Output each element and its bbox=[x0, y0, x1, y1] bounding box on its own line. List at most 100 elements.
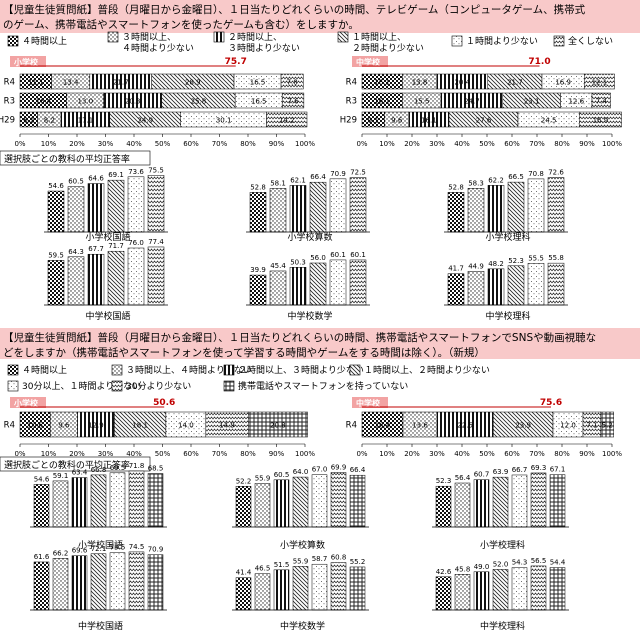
hbar-segment-label: 14.2 bbox=[279, 117, 295, 125]
x-tick-label: 70% bbox=[529, 140, 545, 148]
vbar-value: 72.5 bbox=[350, 169, 366, 177]
legend-swatch-6 bbox=[111, 380, 123, 392]
vbar-value: 71.8 bbox=[129, 462, 145, 470]
vbar-value: 60.5 bbox=[274, 471, 290, 479]
vbar-value: 68.5 bbox=[148, 465, 164, 473]
vbar-value: 70.9 bbox=[330, 170, 346, 178]
x-tick-label: 20% bbox=[404, 140, 420, 148]
hbar-segment-label: 6.2 bbox=[23, 117, 34, 125]
x-tick-label: 20% bbox=[69, 450, 85, 458]
vbar bbox=[249, 192, 267, 233]
hbar-segment-label: 9.6 bbox=[58, 422, 70, 430]
vbar bbox=[309, 262, 327, 306]
marker-value: 50.6 bbox=[153, 398, 175, 408]
hbar-segment-label: 18.1 bbox=[132, 422, 148, 430]
vbar bbox=[530, 565, 547, 611]
vchart-3: 52.8 58.3 62.2 66.5 70.8 72.6 小学校理科 bbox=[444, 169, 568, 243]
legend-swatch-6 bbox=[553, 35, 565, 47]
vbar-value: 64.6 bbox=[88, 175, 104, 183]
vbar-value: 60.7 bbox=[474, 471, 490, 479]
x-tick-label: 40% bbox=[454, 450, 470, 458]
vbar bbox=[289, 185, 307, 233]
hbar-panel-elementary: 小学校 75.7 R4 11.1 13.4 21.7 28.9 16.5 7.8 R3 16.4 13… bbox=[0, 56, 315, 148]
vbar-value: 66.5 bbox=[508, 173, 524, 181]
vchart-title: 中学校数学 bbox=[287, 310, 332, 322]
row-label: R4 bbox=[4, 78, 15, 88]
hbar-segment bbox=[402, 411, 438, 438]
vbar bbox=[330, 562, 347, 611]
level-tag-bg bbox=[10, 56, 46, 67]
vbar-value: 66.4 bbox=[350, 466, 366, 474]
vbar-value: 59.5 bbox=[48, 251, 64, 259]
hbar-segment-label: 23.9 bbox=[515, 422, 531, 430]
vbar bbox=[311, 563, 328, 611]
hbar-segment-label: 21.7 bbox=[507, 79, 523, 87]
vbar bbox=[107, 179, 125, 233]
vbar-value: 58.7 bbox=[312, 555, 328, 563]
hbar-segment-label: 23.1 bbox=[524, 98, 540, 106]
vbar-value: 73.5 bbox=[110, 544, 126, 552]
vbar-value: 42.6 bbox=[436, 568, 452, 576]
hbar-segment-label: 21.7 bbox=[113, 79, 129, 87]
vchart-2: 52.8 58.1 62.1 66.4 70.9 72.5 小学校算数 bbox=[246, 169, 370, 243]
hbar-segment-label: 24.9 bbox=[137, 117, 153, 125]
vbar bbox=[487, 268, 505, 306]
marker-value: 75.7 bbox=[225, 57, 247, 67]
x-tick-label: 80% bbox=[240, 140, 256, 148]
vbar bbox=[549, 567, 566, 611]
level-tag: 小学校 bbox=[13, 398, 39, 408]
vchart-title: 小学校理科 bbox=[485, 231, 530, 243]
x-tick-label: 60% bbox=[504, 450, 520, 458]
hbar-segment-label: 9.6 bbox=[391, 117, 403, 125]
legend-label-3: ２時間以上、３時間より少ない bbox=[228, 32, 300, 54]
x-tick-label: 60% bbox=[183, 140, 199, 148]
vbar bbox=[454, 482, 471, 528]
section-1: 【児童生徒質問紙】普段（月曜日から金曜日）、１日当たりどれくらいの時間、テレビゲ… bbox=[0, 0, 640, 322]
hbar-segment-label: 5.2 bbox=[602, 422, 613, 430]
legend-swatch-5 bbox=[451, 35, 463, 47]
vbar-value: 41.4 bbox=[236, 569, 252, 577]
hbar-segment-label: 10.6 bbox=[27, 422, 43, 430]
vchart-title: 中学校国語 bbox=[85, 310, 130, 322]
hbar-segment-label: 13.0 bbox=[77, 98, 93, 106]
vchart-title: 中学校数学 bbox=[280, 620, 325, 632]
vbar-value: 52.8 bbox=[448, 183, 464, 191]
vbar-value: 55.8 bbox=[548, 254, 564, 262]
x-tick-label: 80% bbox=[554, 450, 570, 458]
vchart-title: 中学校理科 bbox=[480, 620, 525, 632]
vbar-value: 52.8 bbox=[250, 183, 266, 191]
hbar-segment bbox=[114, 411, 167, 438]
vbar bbox=[87, 253, 105, 306]
x-tick-label: 100% bbox=[602, 450, 622, 458]
header-title: 【児童生徒質問紙】普段（月曜日から金曜日）、１日当たりどれくらいの時間、携帯電話… bbox=[3, 331, 596, 344]
vbar-value: 41.7 bbox=[448, 265, 464, 273]
hbar-segment-label: 16.4 bbox=[36, 98, 52, 106]
vchart-title: 中学校国語 bbox=[78, 620, 123, 632]
x-tick-label: 40% bbox=[126, 450, 142, 458]
vbar-value: 69.9 bbox=[331, 463, 347, 471]
vbar bbox=[492, 476, 509, 528]
x-tick-label: 90% bbox=[269, 140, 285, 148]
x-tick-label: 80% bbox=[554, 140, 570, 148]
x-tick-label: 70% bbox=[529, 450, 545, 458]
vbar bbox=[269, 270, 287, 306]
vchart-5: 41.4 46.5 51.5 55.9 58.7 60.855.2 中学校数学 bbox=[232, 554, 369, 632]
legend-label-6: 全くしない bbox=[568, 35, 613, 47]
hbar-segment-label: 16.5 bbox=[250, 79, 266, 87]
hbar-segment-label: 12.6 bbox=[568, 98, 584, 106]
vbar-value: 69.3 bbox=[531, 464, 547, 472]
vbar-value: 75.5 bbox=[148, 166, 164, 174]
hbar-segment-label: 7.1 bbox=[586, 422, 597, 430]
vbar bbox=[292, 476, 309, 528]
hbar-segment bbox=[584, 73, 615, 90]
hbar-panel-junior: 中学校 75.6 R4 16.4 13.6 22.5 23.9 12.0 7.1 5.2 0% 10%… bbox=[346, 397, 622, 458]
vbar bbox=[67, 256, 85, 306]
level-tag: 小学校 bbox=[13, 57, 39, 67]
x-tick-label: 50% bbox=[479, 450, 495, 458]
vbar-value: 52.0 bbox=[493, 560, 509, 568]
hbar-segment bbox=[49, 411, 78, 438]
vchart-1: 54.6 59.1 63.4 66.8 69.5 71.8 68.5 小学校国語 bbox=[30, 462, 167, 551]
vbar-value: 51.5 bbox=[274, 561, 290, 569]
x-tick-label: 100% bbox=[295, 140, 315, 148]
vbar bbox=[435, 576, 452, 611]
